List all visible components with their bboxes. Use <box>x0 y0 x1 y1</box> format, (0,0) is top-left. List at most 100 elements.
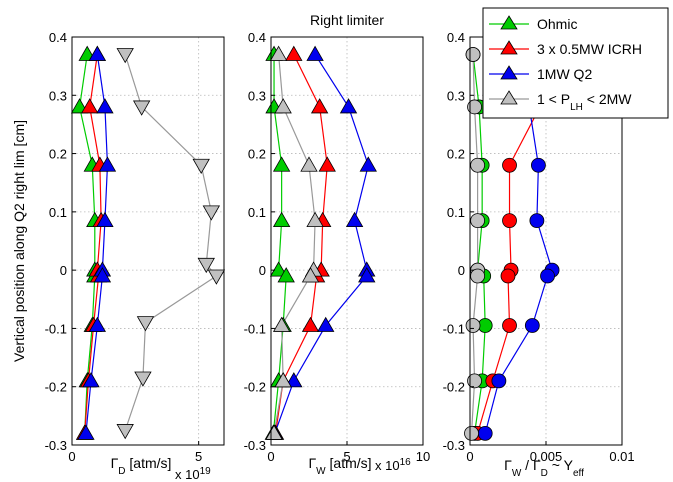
panel-gamma-d-ylabel: Vertical position along Q2 right lim [cm… <box>11 120 27 362</box>
data-point-1mw-q2 <box>531 157 546 173</box>
data-point-1mw-q2 <box>93 267 112 283</box>
data-point-1mw-q2 <box>339 98 358 114</box>
legend-entry-q2: 1MW Q2 <box>489 65 592 82</box>
data-point-1-p-lh-2mw <box>116 424 134 440</box>
data-point-1-p-lh-2mw <box>272 316 291 332</box>
data-point-1-p-lh-2mw <box>136 316 155 332</box>
data-point-1-p-lh-2mw <box>265 424 283 440</box>
legend-label-ohmic: Ohmic <box>537 16 577 32</box>
tick-label-x: 5 <box>195 449 202 464</box>
data-point-ohmic <box>269 261 288 277</box>
data-point-1-p-lh-2mw <box>470 213 486 229</box>
tick-label-x: 0 <box>466 449 473 464</box>
data-point-1mw-q2 <box>491 373 507 389</box>
data-point-1mw-q2 <box>359 156 377 172</box>
panel-gamma-d-multiplier: x 1019 <box>175 466 211 482</box>
tick-label-x: 0 <box>267 449 274 464</box>
legend-marker-q2 <box>500 65 518 80</box>
tick-label-y: 0 <box>259 263 266 278</box>
tick-label-y: 0.4 <box>49 30 67 45</box>
data-point-1-p-lh-2mw <box>192 158 210 175</box>
tick-label-y: 0 <box>60 263 67 278</box>
data-point-1mw-q2 <box>317 316 335 332</box>
tick-label-y: -0.1 <box>45 321 67 336</box>
panel-gamma-w: -0.3 -0.2 -0.1 0 0.1 0.2 0.3 0.4 0 5 10 Right limi… <box>244 12 431 477</box>
data-point-1-p-lh-2mw <box>269 45 288 61</box>
data-point-1-p-lh-2mw <box>301 267 320 283</box>
panel-gamma-d-ticks: -0.3 -0.2 -0.1 0 0.1 0.2 0.3 0.4 0 5 <box>45 30 203 464</box>
data-point-1mw-q2 <box>98 156 117 172</box>
panel-gamma-w-title: Right limiter <box>310 12 384 28</box>
tick-label-y: 0.1 <box>447 205 465 220</box>
data-point-1-p-lh-2mw <box>116 48 134 64</box>
tick-label-y: -0.1 <box>244 321 266 336</box>
data-point-1-p-lh-2mw <box>467 373 482 389</box>
data-point-1-p-lh-2mw <box>467 99 482 115</box>
legend-entry-lh: 1 < PLH < 2MW <box>489 90 632 113</box>
panel-gamma-w-series <box>264 45 377 440</box>
data-point-1-p-lh-2mw <box>306 211 324 228</box>
legend-label-icrh: 3 x 0.5MW ICRH <box>537 41 642 57</box>
data-point-1-p-lh-2mw <box>132 100 151 116</box>
data-point-1-p-lh-2mw <box>274 98 292 114</box>
panel-gamma-w-ticks: -0.3 -0.2 -0.1 0 0.1 0.2 0.3 0.4 0 5 10 <box>244 30 431 464</box>
panel-yield-ticks: -0.3 -0.2 -0.1 0 0.1 0.2 0.3 0.4 0 0.005 0.01 <box>443 30 635 464</box>
tick-label-y: 0 <box>458 263 465 278</box>
panel-gamma-d-xlabel: ΓD [atm/s] <box>111 455 172 477</box>
data-point-1mw-q2 <box>529 213 545 229</box>
data-point-1-p-lh-2mw <box>465 47 481 62</box>
data-point-3-x-0-5mw-icrh <box>500 268 516 284</box>
data-point-3-x-0-5mw-icrh <box>502 157 517 173</box>
data-point-3-x-0-5mw-icrh <box>502 213 517 229</box>
tick-label-y: 0.2 <box>248 147 266 162</box>
data-point-1mw-q2 <box>88 45 107 61</box>
data-point-1-p-lh-2mw <box>465 318 481 333</box>
tick-label-y: 0.3 <box>49 88 67 103</box>
data-point-1-p-lh-2mw <box>134 371 152 387</box>
data-point-1mw-q2 <box>306 45 324 61</box>
legend-marker-icrh <box>500 40 518 55</box>
data-point-1-p-lh-2mw <box>464 425 479 441</box>
tick-label-y: 0.2 <box>447 147 465 162</box>
data-point-ohmic <box>272 211 291 228</box>
data-point-1-p-lh-2mw <box>207 269 226 285</box>
data-point-1mw-q2 <box>77 424 95 440</box>
tick-label-x: 0 <box>68 449 75 464</box>
data-point-1mw-q2 <box>96 98 114 114</box>
tick-label-x: 0.01 <box>609 449 634 464</box>
tick-label-x: 5 <box>343 449 350 464</box>
data-point-3-x-0-5mw-icrh <box>318 156 336 172</box>
tick-label-y: -0.2 <box>443 380 465 395</box>
tick-label-y: -0.1 <box>443 321 465 336</box>
data-point-1mw-q2 <box>82 372 100 388</box>
panel-gamma-d: -0.3 -0.2 -0.1 0 0.1 0.2 0.3 0.4 0 5 Vertical pos… <box>11 30 226 482</box>
tick-label-y: 0.4 <box>447 30 465 45</box>
panel-gamma-w-xlabel: ΓW [atm/s] <box>308 455 371 477</box>
data-point-1mw-q2 <box>358 267 376 283</box>
data-point-1mw-q2 <box>540 268 555 284</box>
legend-entry-ohmic: Ohmic <box>489 15 577 32</box>
data-point-1mw-q2 <box>88 316 107 332</box>
tick-label-y: 0.3 <box>447 88 465 103</box>
data-point-3-x-0-5mw-icrh <box>81 98 99 114</box>
data-point-1mw-q2 <box>524 318 540 333</box>
data-point-1-p-lh-2mw <box>202 205 221 221</box>
panel-gamma-d-series <box>70 45 226 440</box>
tick-label-x: 0.005 <box>530 449 563 464</box>
panel-gamma-d-axes-box <box>71 36 225 446</box>
data-point-1mw-q2 <box>345 211 364 228</box>
data-point-3-x-0-5mw-icrh <box>285 45 303 61</box>
tick-label-x: 10 <box>416 449 430 464</box>
tick-label-y: -0.3 <box>45 438 67 453</box>
data-point-1-p-lh-2mw <box>274 372 292 388</box>
data-point-ohmic <box>277 267 295 283</box>
tick-label-y: 0.1 <box>248 205 266 220</box>
legend: Ohmic 3 x 0.5MW ICRH 1MW Q2 1 < PLH < 2M… <box>482 7 669 119</box>
data-point-3-x-0-5mw-icrh <box>310 98 329 114</box>
tick-label-y: -0.3 <box>244 438 266 453</box>
tick-label-y: -0.3 <box>443 438 465 453</box>
data-point-1-p-lh-2mw <box>300 156 318 172</box>
tick-label-y: 0.4 <box>248 30 266 45</box>
data-point-1-p-lh-2mw <box>470 157 486 173</box>
